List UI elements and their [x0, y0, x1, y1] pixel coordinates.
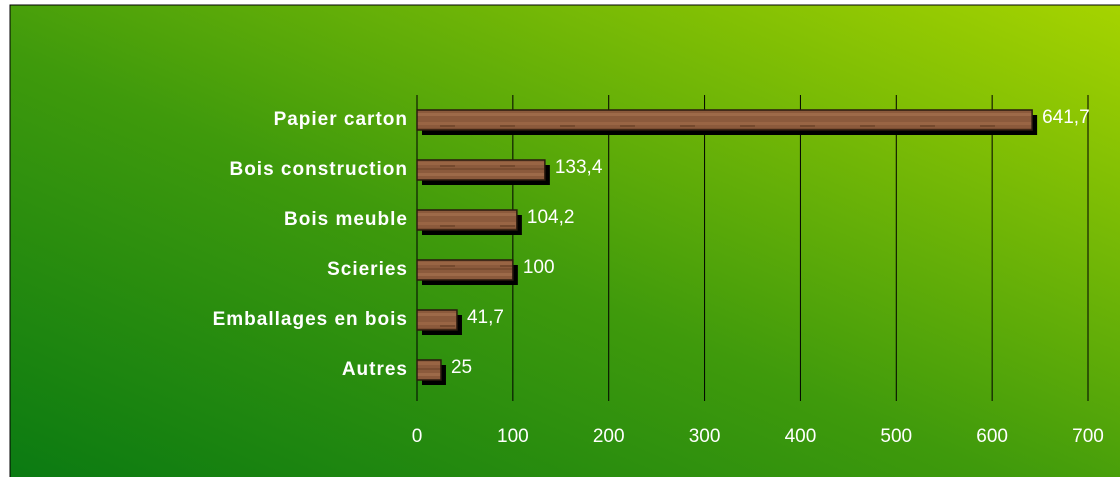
x-tick-label: 500 [880, 426, 912, 447]
x-tick-label: 600 [976, 426, 1008, 447]
y-tick-label: Bois construction [229, 159, 408, 180]
data-label: 100 [523, 257, 555, 278]
bar [416, 359, 442, 381]
y-tick-label: Emballages en bois [213, 309, 408, 330]
x-tick-label: 400 [785, 426, 817, 447]
y-tick-label: Bois meuble [284, 209, 408, 230]
data-label: 104,2 [527, 207, 575, 228]
y-tick-label: Scieries [327, 259, 408, 280]
data-label: 25 [451, 357, 472, 378]
y-tick-label: Autres [342, 359, 408, 380]
x-tick-label: 200 [593, 426, 625, 447]
y-tick-label: Papier carton [274, 109, 408, 130]
x-tick-label: 700 [1072, 426, 1104, 447]
bar [416, 259, 514, 281]
bar [416, 209, 518, 231]
plot-background [9, 4, 1120, 477]
x-tick-label: 100 [497, 426, 529, 447]
data-label: 133,4 [555, 157, 603, 178]
x-tick-label: 0 [412, 426, 423, 447]
data-label: 641,7 [1042, 107, 1090, 128]
x-tick-label: 300 [689, 426, 721, 447]
bar [416, 109, 1033, 131]
data-label: 41,7 [467, 307, 504, 328]
bar [416, 309, 458, 331]
bar [416, 159, 546, 181]
